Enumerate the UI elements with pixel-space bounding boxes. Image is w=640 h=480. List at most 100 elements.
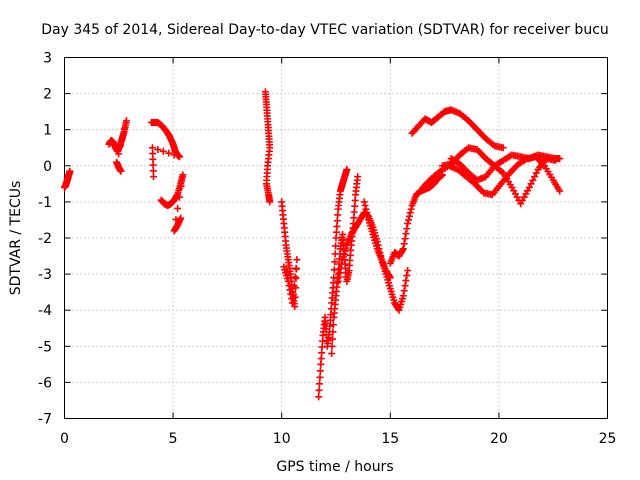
data-point: [364, 212, 372, 220]
data-point: [316, 373, 324, 381]
data-point: [398, 246, 406, 254]
data-point: [404, 266, 412, 274]
y-tick-label: 2: [43, 87, 52, 103]
x-axis-label: GPS time / hours: [276, 459, 393, 475]
axis-ticks: [64, 57, 608, 419]
series-arc-6: [278, 198, 301, 311]
data-point: [122, 117, 130, 125]
data-point: [315, 380, 323, 388]
data-point: [403, 272, 411, 280]
series-arc-12: [408, 106, 507, 152]
series-arc-11: [386, 171, 446, 267]
data-point: [115, 150, 123, 158]
series-arc-3: [147, 118, 184, 181]
data-point: [177, 214, 185, 222]
data-point: [399, 245, 407, 253]
data-point: [118, 133, 126, 141]
data-point: [362, 205, 370, 213]
data-point: [66, 167, 74, 175]
series-arc-15: [447, 151, 564, 184]
y-tick-label: -1: [38, 195, 52, 211]
data-point: [404, 220, 412, 228]
series-arc-4: [157, 171, 187, 235]
y-tick-label: -6: [38, 375, 52, 391]
data-point: [117, 167, 125, 175]
y-tick-label: 3: [43, 51, 52, 67]
data-point: [402, 230, 410, 238]
data-point: [117, 142, 125, 150]
x-tick-label: 20: [490, 431, 508, 447]
series-arc-8: [328, 173, 362, 358]
data-point: [400, 240, 408, 248]
data-point: [335, 273, 343, 281]
x-tick-label: 0: [60, 431, 69, 447]
data-point: [407, 205, 415, 213]
data-point: [402, 277, 410, 285]
data-point: [177, 182, 185, 190]
series-arc-1: [61, 167, 74, 191]
data-point: [179, 171, 187, 179]
data-point: [405, 216, 413, 224]
series-arc-5: [261, 88, 274, 206]
data-point: [363, 209, 371, 217]
x-tick-label: 25: [599, 431, 617, 447]
data-point: [315, 386, 323, 394]
data-point: [176, 153, 184, 161]
data-point: [531, 173, 539, 181]
tick-labels: 0 5 10 15 20 25 -7 -6 -5 -4 -3 -2 -1 0 1 2 3: [38, 51, 616, 448]
data-point: [287, 290, 295, 298]
data-point: [401, 235, 409, 243]
data-point: [337, 264, 345, 272]
x-tick-label: 5: [169, 431, 178, 447]
y-axis-label: SDTVAR / TECUs: [8, 181, 24, 296]
y-tick-label: -4: [38, 303, 52, 319]
data-point: [532, 169, 540, 177]
data-point: [289, 299, 297, 307]
data-point: [336, 269, 344, 277]
data-point: [360, 198, 368, 206]
data-point: [329, 328, 337, 336]
data-point: [315, 393, 323, 401]
data-point: [400, 287, 408, 295]
data-point: [292, 274, 300, 282]
data-point: [266, 198, 274, 206]
data-point: [556, 187, 564, 195]
data-point: [280, 263, 288, 271]
series-arc-10: [360, 198, 412, 314]
x-tick-label: 15: [381, 431, 399, 447]
data-point: [331, 258, 339, 266]
data-point: [286, 286, 294, 294]
data-point: [150, 173, 158, 181]
data-point: [170, 151, 178, 159]
x-tick-label: 10: [273, 431, 291, 447]
data-point: [405, 212, 413, 220]
data-point: [293, 256, 301, 264]
data-point: [529, 176, 537, 184]
data-point: [329, 335, 337, 343]
data-point: [328, 350, 336, 358]
y-tick-label: 0: [43, 159, 52, 175]
data-point: [354, 173, 362, 181]
y-tick-label: -2: [38, 231, 52, 247]
data-point: [525, 183, 533, 191]
data-point: [291, 303, 299, 311]
data-point: [328, 342, 336, 350]
data-point: [499, 144, 507, 152]
data-point: [316, 367, 324, 375]
data-marks: [61, 88, 564, 401]
data-point: [399, 292, 407, 300]
data-point: [285, 282, 293, 290]
data-point: [159, 147, 167, 155]
data-point: [334, 277, 342, 285]
y-tick-label: -5: [38, 339, 52, 355]
data-point: [361, 202, 369, 210]
data-point: [406, 209, 414, 217]
data-point: [556, 155, 564, 163]
y-tick-label: -7: [38, 412, 52, 428]
data-point: [292, 264, 300, 272]
data-point: [175, 193, 183, 201]
series-arc-7: [315, 165, 351, 401]
data-point: [174, 204, 182, 212]
data-point: [403, 225, 411, 233]
